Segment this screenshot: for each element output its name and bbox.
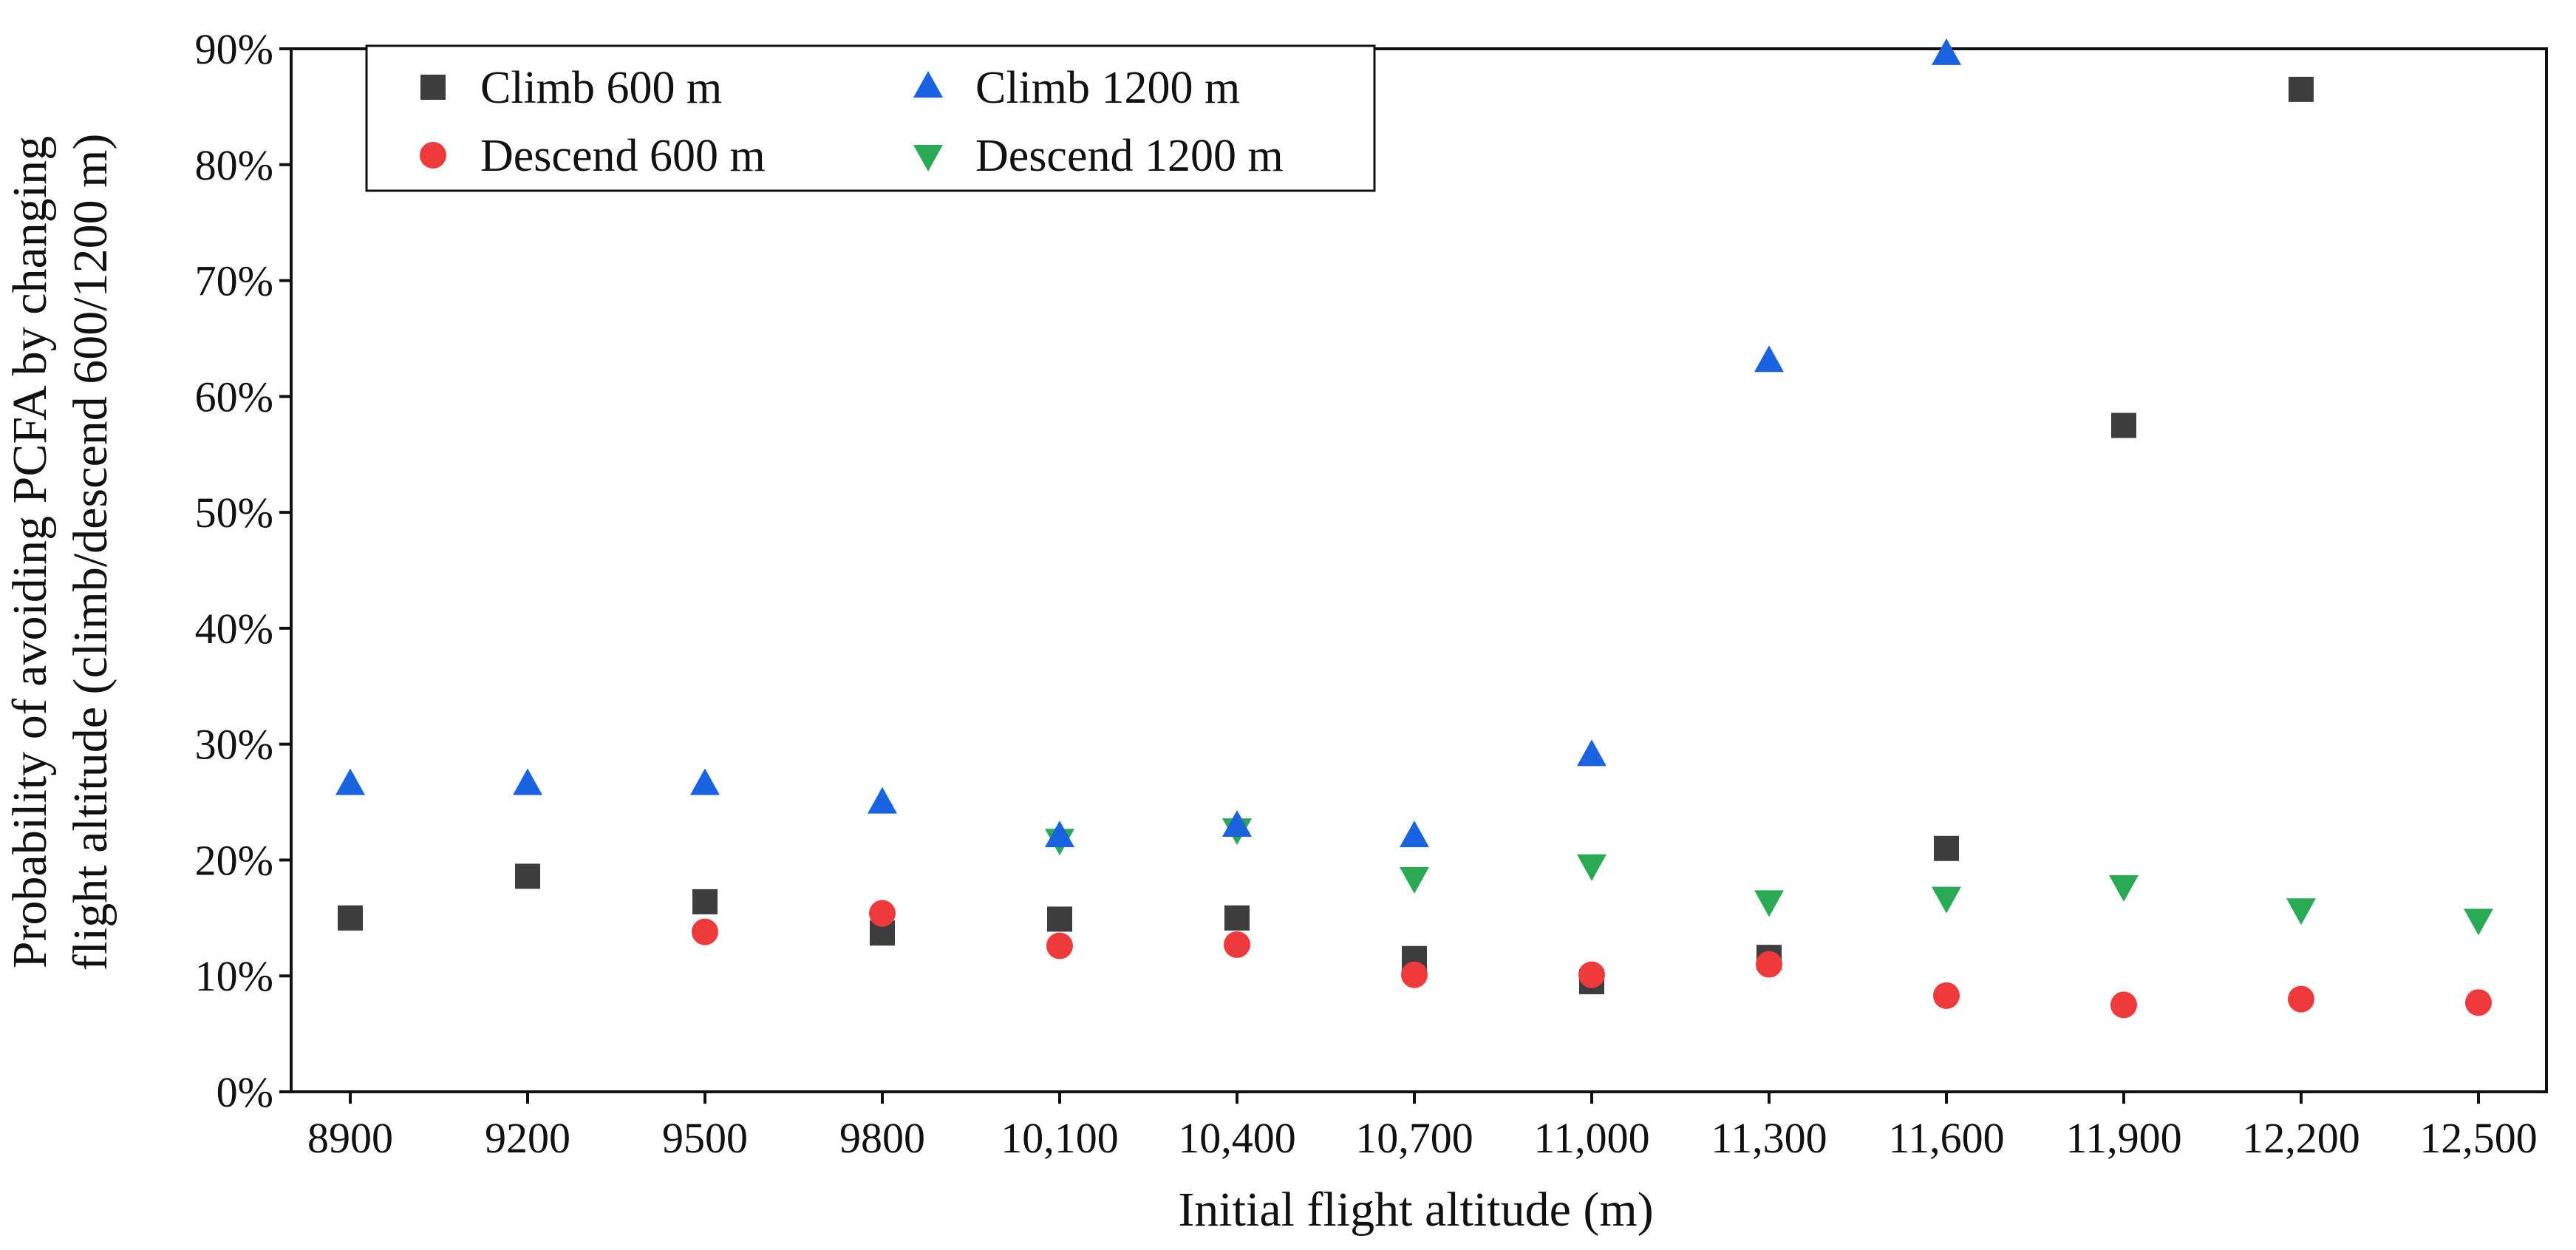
data-point (1578, 961, 1605, 988)
legend-box (365, 44, 1376, 192)
data-point (1401, 961, 1428, 988)
data-point (2110, 991, 2137, 1019)
series-descend-1200-m (1045, 818, 2493, 936)
x-tick-label: 10,400 (1178, 1114, 1296, 1162)
x-tick-label: 11,300 (1711, 1114, 1827, 1162)
data-point (1045, 821, 1074, 848)
legend-marker (913, 145, 943, 171)
data-point (2286, 898, 2316, 925)
legend-label: Descend 600 m (480, 131, 766, 181)
data-point (1934, 835, 1959, 861)
x-tick-label: 11,000 (1533, 1114, 1649, 1162)
data-point (1754, 345, 1784, 373)
axes (290, 47, 2548, 1093)
data-point (869, 900, 896, 927)
data-point (868, 787, 897, 814)
data-points (335, 38, 2493, 1019)
data-point (690, 768, 720, 795)
data-point (1932, 38, 1961, 65)
data-point (1224, 931, 1250, 958)
data-point (1400, 866, 1429, 894)
data-point (2289, 76, 2314, 102)
legend-label: Climb 600 m (480, 63, 722, 113)
legend: Climb 600 m Climb 1200 m Descend 600 m Desc… (365, 44, 1376, 192)
series-descend-600-m (692, 900, 2492, 1019)
y-tick-label: 90% (195, 25, 273, 73)
x-tick-label: 9500 (662, 1114, 748, 1162)
data-point (335, 768, 365, 795)
data-point (1400, 821, 1429, 848)
x-tick-label: 9200 (485, 1114, 570, 1162)
y-tick-label: 20% (195, 836, 273, 884)
data-point (692, 918, 718, 945)
x-tick-label: 11,900 (2065, 1114, 2181, 1162)
data-point (1577, 854, 1606, 881)
y-tick-label: 30% (195, 721, 273, 769)
legend-marker (420, 142, 446, 169)
y-tick-label: 40% (195, 605, 273, 653)
data-point (515, 863, 540, 889)
legend-label: Descend 1200 m (975, 131, 1284, 181)
y-tick-label: 70% (195, 257, 273, 305)
data-point (1222, 809, 1252, 837)
legend-marker (420, 75, 446, 100)
data-point (2109, 874, 2139, 902)
y-tick-label: 50% (195, 489, 273, 537)
y-tick-label: 60% (195, 373, 273, 421)
data-point (1754, 890, 1784, 917)
x-tick-label: 12,200 (2242, 1114, 2360, 1162)
legend-marker (913, 71, 943, 98)
series-climb-600-m (338, 76, 2314, 995)
x-tick-label: 10,100 (1001, 1114, 1119, 1162)
data-point (1577, 739, 1606, 767)
data-point (513, 768, 542, 795)
y-axis-title-line-1: Probability of avoiding PCFA by changing (3, 136, 57, 968)
y-tick-label: 10% (195, 952, 273, 1000)
y-axis-ticks: 0% 10% 20% 30% 40% 50% 60% 70% 80% 90% (195, 25, 291, 1116)
data-point (2288, 985, 2314, 1013)
data-point (1224, 905, 1250, 931)
series-climb-1200-m (335, 38, 1961, 848)
data-point (2465, 989, 2492, 1016)
legend-label: Climb 1200 m (975, 63, 1240, 113)
x-axis-ticks: 8900 9200 9500 9800 10,100 10,400 10,700 11,000… (307, 1092, 2538, 1162)
data-point (338, 905, 363, 931)
x-tick-label: 12,500 (2419, 1114, 2538, 1162)
data-point (1047, 906, 1072, 932)
data-point (1932, 886, 1961, 914)
data-point (2111, 412, 2136, 438)
data-point (1933, 982, 1960, 1009)
y-axis-title: Probability of avoiding PCFA by changing… (3, 134, 117, 971)
x-tick-label: 8900 (307, 1114, 393, 1162)
x-axis-title: Initial flight altitude (m) (1178, 1183, 1653, 1237)
y-axis-title-line-2: flight altitude (climb/descend 600/1200 … (64, 134, 117, 971)
plot-frame (290, 47, 2548, 1093)
x-tick-label: 10,700 (1355, 1114, 1473, 1162)
data-point (692, 889, 718, 914)
y-tick-label: 80% (195, 141, 273, 189)
data-point (1046, 932, 1073, 959)
x-tick-label: 9800 (839, 1114, 925, 1162)
x-tick-label: 11,600 (1888, 1114, 2004, 1162)
y-tick-label: 0% (217, 1068, 273, 1116)
data-point (1756, 951, 1782, 978)
data-point (2464, 908, 2493, 936)
